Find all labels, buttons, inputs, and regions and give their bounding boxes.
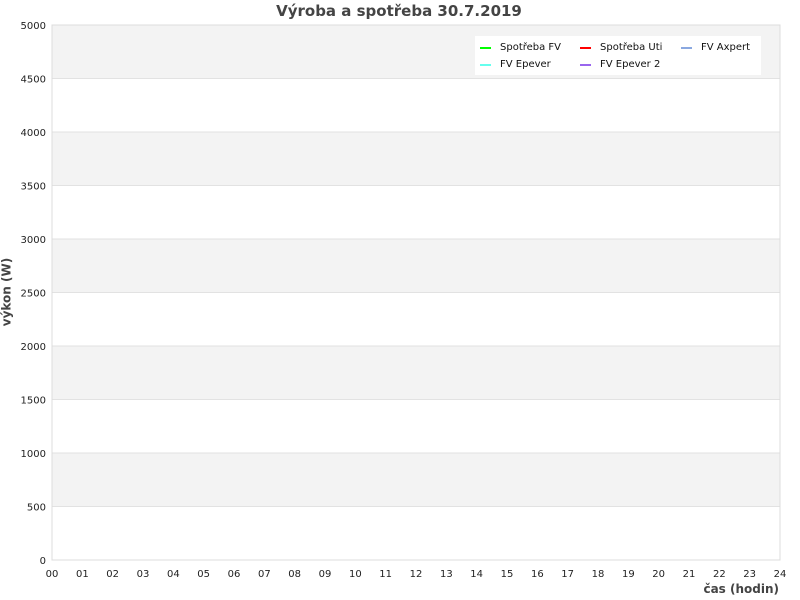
legend-swatch [480,46,491,49]
x-tick-label: 04 [167,569,180,580]
y-tick-label: 3500 [21,182,46,193]
legend-item: FV Epever 2 [580,59,660,70]
y-axis-label: výkon (W) [0,257,14,327]
legend-label: FV Epever [500,59,551,70]
legend-swatch [480,63,491,66]
x-tick-label: 05 [197,569,210,580]
plot-border [51,24,781,561]
x-tick-label: 12 [410,569,423,580]
x-tick-label: 02 [106,569,119,580]
x-tick-label: 07 [258,569,271,580]
x-axis-label: čas (hodin) [703,582,779,596]
legend-item: FV Epever [480,59,551,70]
x-tick-label: 24 [774,569,787,580]
legend-swatch [580,46,591,49]
x-tick-label: 23 [743,569,756,580]
x-tick-label: 08 [288,569,301,580]
x-tick-label: 06 [228,569,241,580]
x-tick-label: 01 [76,569,89,580]
y-tick-label: 1500 [21,396,46,407]
legend-item: Spotřeba FV [480,42,561,53]
x-tick-label: 13 [440,569,453,580]
x-tick-label: 14 [470,569,483,580]
grid-band [52,346,780,400]
x-tick-label: 10 [349,569,362,580]
y-tick-label: 1000 [21,449,46,460]
y-tick-label: 4500 [21,75,46,86]
legend: Spotřeba FV Spotřeba Uti FV Axpert FV Epeve… [475,36,761,75]
y-tick-label: 4000 [21,128,46,139]
y-tick-label: 500 [27,503,46,514]
grid-band [52,453,780,507]
grid-band [52,132,780,186]
legend-item: Spotřeba Uti [580,42,662,53]
x-tick-label: 16 [531,569,544,580]
grid-band [52,239,780,293]
y-tick-label: 2500 [21,289,46,300]
x-tick-label: 00 [46,569,59,580]
x-tick-label: 17 [561,569,574,580]
x-tick-label: 15 [501,569,514,580]
x-tick-label: 03 [137,569,150,580]
y-tick-label: 3000 [21,235,46,246]
legend-label: FV Axpert [701,42,751,53]
legend-label: Spotřeba Uti [600,42,663,53]
legend-swatch [580,63,591,66]
x-tick-label: 19 [622,569,635,580]
legend-label: Spotřeba FV [500,42,562,53]
y-tick-label: 2000 [21,342,46,353]
y-tick-label: 0 [40,556,46,567]
x-tick-label: 11 [379,569,392,580]
x-tick-label: 22 [713,569,726,580]
x-tick-label: 09 [319,569,332,580]
x-tick-label: 21 [683,569,696,580]
y-tick-label: 5000 [21,21,46,32]
legend-label: FV Epever 2 [600,59,661,70]
legend-swatch [681,46,692,49]
x-tick-label: 18 [592,569,605,580]
legend-item: FV Axpert [681,42,750,53]
x-tick-label: 20 [652,569,665,580]
chart-title: Výroba a spotřeba 30.7.2019 [276,2,522,20]
